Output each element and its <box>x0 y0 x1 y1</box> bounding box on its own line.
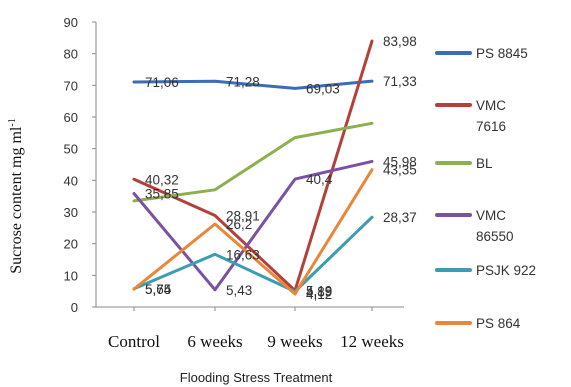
legend-label: PS 864 <box>476 316 521 331</box>
data-labels: 71,06 71,28 69,03 71,33 40,32 28,91 5,19 83,98 3… <box>145 34 417 302</box>
series-lines <box>132 39 374 296</box>
data-label: 71,28 <box>226 74 260 89</box>
legend-label: PSJK 922 <box>476 263 536 278</box>
data-label: 16,63 <box>226 247 260 262</box>
data-label: 40,4 <box>306 172 333 187</box>
data-label: 35,85 <box>145 186 179 201</box>
y-tick-label: 10 <box>64 268 78 283</box>
x-tick-labels: Control 6 weeks 9 weeks 12 weeks <box>108 307 404 351</box>
legend-label: BL <box>476 156 493 171</box>
series-line <box>132 121 374 203</box>
y-tick-label: 50 <box>64 142 78 157</box>
y-tick-label: 30 <box>64 205 78 220</box>
series-line <box>132 215 374 293</box>
data-label: 83,98 <box>383 34 417 49</box>
data-label: 71,06 <box>145 75 179 90</box>
data-label: 69,03 <box>306 81 340 96</box>
data-label: 43,35 <box>383 163 417 178</box>
data-label: 28,91 <box>226 208 260 223</box>
y-tick-labels: 0 10 20 30 40 50 60 70 80 90 <box>64 15 96 315</box>
series-line <box>132 159 374 292</box>
series-line <box>132 168 374 296</box>
y-axis-label: Sucrose content mg ml-1 <box>7 118 25 273</box>
y-tick-label: 40 <box>64 173 78 188</box>
legend-label: 7616 <box>476 119 506 134</box>
legend-label: VMC <box>476 208 506 223</box>
y-tick-label: 80 <box>64 47 78 62</box>
y-tick-label: 70 <box>64 78 78 93</box>
series-line <box>132 79 374 90</box>
data-label: 26,2 <box>226 217 252 232</box>
series-line <box>132 39 374 293</box>
x-tick-label: 9 weeks <box>267 332 322 351</box>
legend: PS 8845 VMC 7616 BL VMC 86550 PSJK 922 PS 864 <box>435 46 536 331</box>
data-label: 5,19 <box>306 284 332 299</box>
y-tick-label: 20 <box>64 237 78 252</box>
data-label: 4,89 <box>306 285 332 300</box>
x-tick-label: 6 weeks <box>187 332 242 351</box>
data-label: 40,32 <box>145 172 179 187</box>
legend-label: 86550 <box>476 229 514 244</box>
y-tick-label: 60 <box>64 110 78 125</box>
y-tick-label: 90 <box>64 15 78 30</box>
data-label: 5,65 <box>145 282 171 297</box>
axes <box>95 22 404 308</box>
data-label: 5,43 <box>226 283 252 298</box>
x-tick-label: 12 weeks <box>340 332 404 351</box>
x-tick-label: Control <box>108 332 160 351</box>
legend-label: PS 8845 <box>476 46 528 61</box>
data-label: 45,98 <box>383 154 417 169</box>
data-label: 71,33 <box>383 74 417 89</box>
x-axis-label: Flooding Stress Treatment <box>180 370 333 385</box>
data-label: 4,12 <box>306 287 332 302</box>
data-label: 28,37 <box>383 210 417 225</box>
legend-label: VMC <box>476 98 506 113</box>
data-label: 5,74 <box>145 282 172 297</box>
y-tick-label: 0 <box>71 300 78 315</box>
